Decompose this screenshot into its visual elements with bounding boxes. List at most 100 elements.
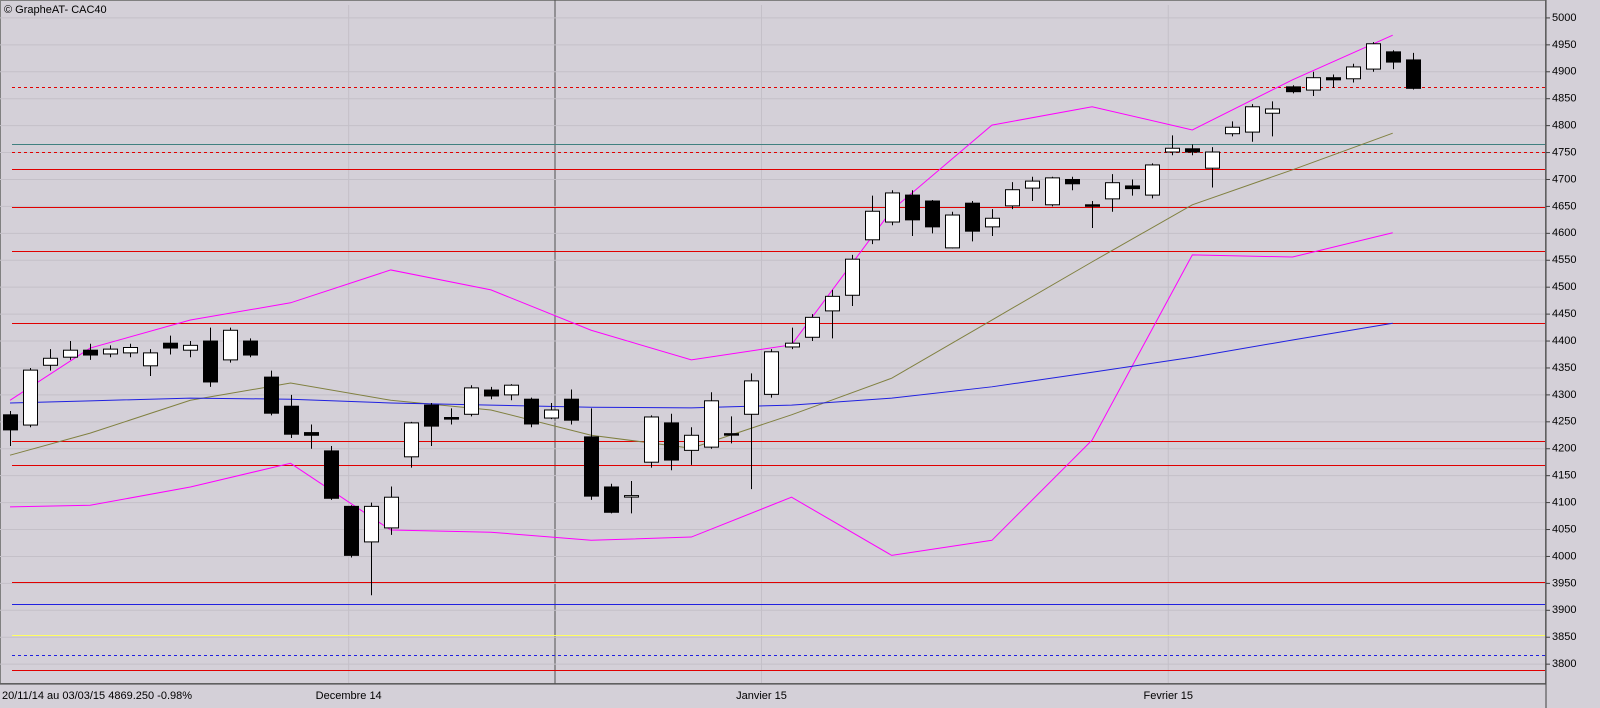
y-tick-label: 4100 — [1552, 497, 1576, 509]
candle-body — [464, 387, 479, 415]
y-tick-label: 4650 — [1552, 200, 1576, 212]
candle-body — [83, 349, 98, 356]
candle-body — [905, 194, 920, 221]
candle-body — [203, 340, 218, 383]
y-tick-label: 4900 — [1552, 66, 1576, 78]
candle-body — [664, 422, 679, 461]
y-tick-label: 3900 — [1552, 604, 1576, 616]
candle-body — [43, 357, 58, 366]
candle-body — [1125, 185, 1140, 190]
y-tick-label: 4300 — [1552, 389, 1576, 401]
x-tick-label: Decembre 14 — [316, 690, 382, 702]
candle-body — [1045, 177, 1060, 206]
y-tick-label: 4950 — [1552, 39, 1576, 51]
candle-body — [1025, 180, 1040, 189]
candle-body — [384, 496, 399, 529]
y-tick-label: 5000 — [1552, 12, 1576, 24]
levels — [12, 87, 1545, 671]
labels: 3800 3850 3900 3950 4000 4050 4100 4150 4200 4250… — [316, 12, 1577, 702]
candle-body — [1105, 182, 1120, 200]
y-tick-label: 3850 — [1552, 631, 1576, 643]
y-tick-label: 4750 — [1552, 146, 1576, 158]
candle-body — [103, 348, 118, 355]
candle-body — [1386, 51, 1401, 63]
candle-body — [1185, 148, 1200, 153]
candle-body — [1366, 43, 1381, 70]
candle-body — [1245, 106, 1260, 133]
indicator-line — [10, 322, 1393, 409]
candle-body — [544, 409, 559, 419]
y-tick-label: 4850 — [1552, 93, 1576, 105]
candle-body — [143, 352, 158, 367]
candle-body — [604, 486, 619, 513]
candle-body — [704, 400, 719, 448]
candle-body — [564, 398, 579, 421]
candle-body — [644, 416, 659, 463]
candle-body — [624, 495, 639, 498]
candle-body — [243, 340, 258, 356]
candle-body — [1265, 108, 1280, 114]
candle-body — [1005, 189, 1020, 207]
candle-body — [3, 414, 18, 431]
candle-body — [424, 404, 439, 427]
y-tick-label: 3950 — [1552, 577, 1576, 589]
candle-body — [1286, 86, 1301, 93]
candle-body — [444, 417, 459, 420]
candle-body — [1165, 147, 1180, 153]
x-tick-label: Janvier 15 — [736, 690, 787, 702]
candle-body — [825, 295, 840, 312]
candle-body — [965, 202, 980, 232]
candle-body — [264, 376, 279, 414]
y-tick-label: 4150 — [1552, 470, 1576, 482]
y-tick-label: 4500 — [1552, 281, 1576, 293]
footer: 20/11/14 au 03/03/15 4869.250 -0.98% — [2, 690, 192, 702]
candle-body — [524, 398, 539, 425]
candle-body — [183, 344, 198, 351]
y-tick-label: 4450 — [1552, 308, 1576, 320]
y-tick-label: 4350 — [1552, 362, 1576, 374]
candle-body — [785, 342, 800, 348]
y-tick-label: 4600 — [1552, 227, 1576, 239]
indicator-line — [10, 232, 1393, 556]
candle-body — [484, 389, 499, 397]
y-tick-label: 3800 — [1552, 658, 1576, 670]
y-tick-label: 4050 — [1552, 523, 1576, 535]
y-tick-label: 4700 — [1552, 173, 1576, 185]
candle-body — [684, 434, 699, 451]
candle-body — [1085, 204, 1100, 207]
candles — [3, 42, 1421, 596]
candle-body — [865, 210, 880, 241]
candle-body — [324, 450, 339, 499]
candle-body — [764, 351, 779, 395]
y-tick-label: 4250 — [1552, 416, 1576, 428]
candle-body — [1406, 59, 1421, 89]
candle-body — [845, 258, 860, 296]
candle-body — [344, 505, 359, 556]
candle-body — [163, 342, 178, 349]
y-tick-label: 4550 — [1552, 254, 1576, 266]
candle-body — [304, 432, 319, 436]
candle-body — [805, 316, 820, 338]
candle-body — [23, 369, 38, 426]
grid — [0, 5, 1545, 683]
candle-body — [1205, 151, 1220, 169]
candle-body — [985, 217, 1000, 228]
indicator-line — [9, 34, 1393, 401]
candle-body — [1346, 66, 1361, 80]
candle-body — [945, 214, 960, 249]
candle-body — [63, 349, 78, 358]
candle-body — [123, 347, 138, 354]
y-tick-label: 4000 — [1552, 550, 1576, 562]
candle-body — [223, 329, 238, 361]
candle-body — [584, 436, 599, 497]
x-tick-label: Fevrier 15 — [1144, 690, 1194, 702]
candle-body — [744, 380, 759, 415]
candle-body — [1306, 77, 1321, 91]
y-tick-label: 4200 — [1552, 443, 1576, 455]
y-tick-label: 4800 — [1552, 120, 1576, 132]
y-tick-label: 4400 — [1552, 335, 1576, 347]
candle-body — [284, 405, 299, 435]
candle-body — [1326, 77, 1341, 81]
